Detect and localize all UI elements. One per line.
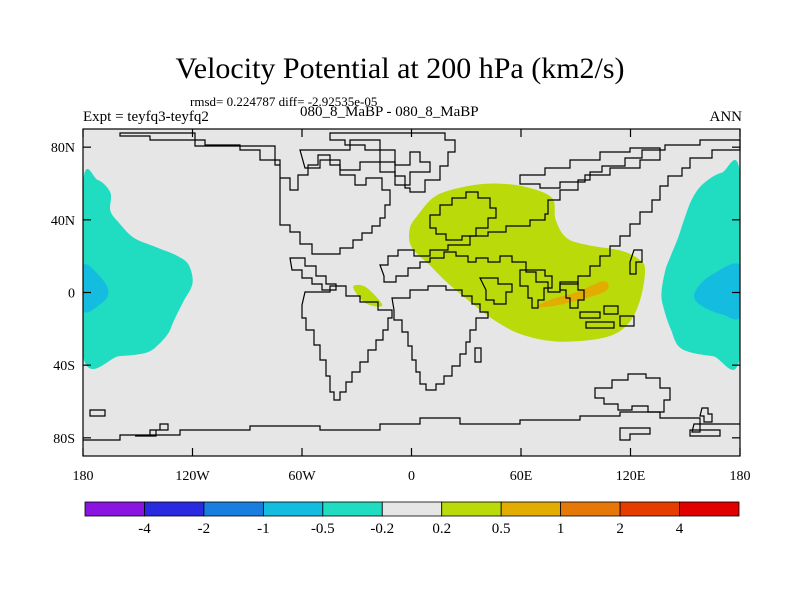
coastline-antarctica: [83, 411, 740, 441]
coastline-india: [519, 269, 553, 309]
coastlines: [83, 132, 741, 441]
colorbar-label: -2: [198, 521, 211, 537]
colorbar-swatch: [441, 501, 502, 517]
colorbar-swatch: [144, 501, 205, 517]
contour-west-pacific-core: [83, 264, 109, 313]
colorbar-label: 0.5: [492, 521, 511, 537]
x-tick-label: 0: [408, 469, 415, 484]
colorbar-swatch: [322, 501, 383, 517]
colorbar-swatch: [84, 501, 145, 517]
coastline-madagascar: [474, 347, 482, 363]
x-tick-label: 60W: [288, 469, 316, 484]
contour-indian-ocean-maximum: [537, 281, 609, 308]
colorbar-label: 4: [676, 521, 684, 537]
season-label: ANN: [709, 109, 743, 125]
x-tick-label: 120E: [616, 469, 646, 484]
coastline-south-america: [301, 285, 393, 401]
y-tick-label: 80N: [51, 141, 75, 156]
coastline-siberia-north: [519, 147, 661, 189]
stats-text: rmsd= 0.224787 diff= -2.92535e-05: [190, 94, 378, 109]
colorbar-swatch: [203, 501, 264, 517]
colorbar-swatch: [560, 501, 621, 517]
x-tick-label: 180: [730, 469, 751, 484]
colorbar: -4 -2 -1 -0.5 -0.2 0.2 0.5 1 2 4: [84, 501, 740, 537]
x-tick-label: 60E: [510, 469, 533, 484]
colorbar-swatch: [262, 501, 324, 517]
coastline-africa: [391, 285, 489, 391]
coastline-central-america: [289, 257, 337, 291]
coastline-maritime-islands: [579, 305, 635, 329]
coastline-new-zealand: [691, 407, 713, 433]
contour-maritime-continent-positive: [408, 183, 646, 342]
coastline-antarctic-peninsula: [89, 409, 169, 437]
coastline-australia: [594, 373, 671, 413]
coastline-greenland: [329, 132, 456, 193]
colorbar-label: 0.2: [432, 521, 451, 537]
colorbar-label: -0.2: [370, 521, 394, 537]
colorbar-label: -4: [138, 521, 151, 537]
experiment-label: Expt = teyfq3-teyfq2: [83, 109, 209, 125]
coastline-eurasia: [379, 139, 741, 293]
case-label: 080_8_MaBP - 080_8_MaBP: [300, 104, 479, 120]
coastline-antarctic-inlets: [619, 427, 721, 441]
contour-atlantic-positive-patch: [353, 284, 383, 307]
colorbar-swatch: [619, 501, 680, 517]
coastline-arabia: [479, 277, 513, 305]
y-tick-label: 40N: [51, 214, 75, 229]
coastline-canada-islands: [299, 139, 431, 186]
colorbar-swatch: [381, 501, 443, 517]
chart-title: Velocity Potential at 200 hPa (km2/s): [175, 52, 625, 85]
y-tick-label: 0: [68, 287, 75, 302]
colorbar-swatch: [679, 501, 740, 517]
contour-regions: [83, 160, 740, 370]
colorbar-label: 2: [616, 521, 624, 537]
colorbar-swatch: [500, 501, 562, 517]
colorbar-label: -0.5: [311, 521, 335, 537]
x-tick-label: 120W: [175, 469, 210, 484]
coastline-southeast-asia: [559, 281, 585, 309]
coastline-north-america: [119, 132, 391, 255]
axes: 180 120W 60W 0 60E 120E 180 80N 40N 0 40S 80S: [51, 129, 751, 484]
contour-east-pacific-core: [694, 263, 740, 320]
contour-east-pacific-negative: [661, 160, 740, 370]
coastline-japan: [629, 249, 643, 275]
y-tick-label: 40S: [53, 359, 75, 374]
coastline-europe-north: [429, 191, 497, 241]
contour-west-pacific-negative: [83, 169, 193, 369]
y-tick-label: 80S: [53, 432, 75, 447]
colorbar-label: 1: [557, 521, 565, 537]
x-tick-label: 180: [73, 469, 94, 484]
colorbar-label: -1: [257, 521, 270, 537]
